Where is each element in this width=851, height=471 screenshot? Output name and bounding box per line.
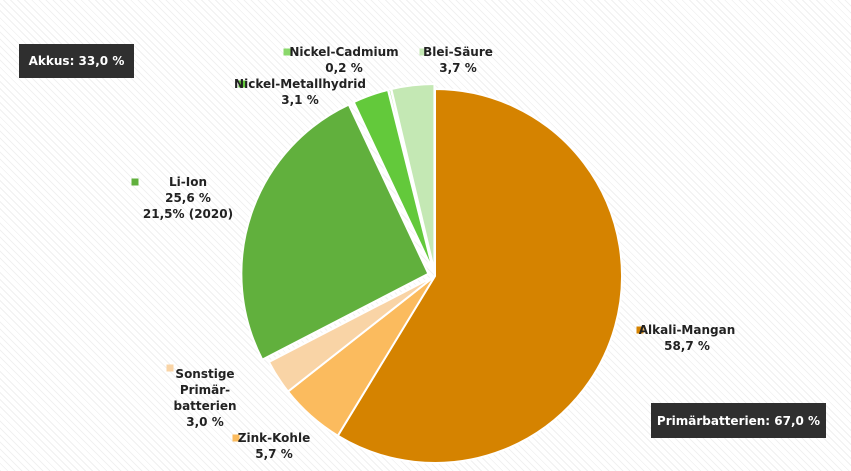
label-li-ion: Li-Ion 25,6 % 21,5% (2020): [131, 175, 233, 221]
label-blei-saure-name: Blei-Säure: [423, 45, 493, 59]
label-alkali-mangan-value: 58,7 %: [664, 339, 710, 353]
legend-marker-sonstige-primarbatterien: [166, 364, 174, 372]
label-sonstige-primarbatterien-name-2: batterien: [173, 399, 236, 413]
group-label-akkus: Akkus: 33,0 %: [19, 44, 134, 78]
label-alkali-mangan-name: Alkali-Mangan: [639, 323, 736, 337]
legend-marker-nickel-cadmium: [283, 48, 291, 56]
slice-blei-saure: [390, 83, 436, 272]
label-blei-saure-value: 3,7 %: [439, 61, 476, 75]
legend-marker-blei-saure: [419, 48, 427, 56]
legend-marker-nickel-metallhydrid: [238, 80, 246, 88]
label-li-ion-value: 25,6 %: [165, 191, 211, 205]
slice-li-ion: [240, 103, 430, 362]
legend-marker-alkali-mangan: [636, 326, 644, 334]
label-sonstige-primarbatterien-value: 3,0 %: [186, 415, 223, 429]
label-li-ion-name: Li-Ion: [169, 175, 207, 189]
label-zink-kohle: Zink-Kohle 5,7 %: [232, 431, 310, 461]
label-nickel-metallhydrid-name: Nickel-Metallhydrid: [234, 77, 366, 91]
label-nickel-metallhydrid-value: 3,1 %: [281, 93, 318, 107]
pie-slices: [240, 83, 623, 464]
label-alkali-mangan: Alkali-Mangan 58,7 %: [636, 323, 736, 353]
label-nickel-cadmium-name: Nickel-Cadmium: [289, 45, 398, 59]
label-li-ion-extra: 21,5% (2020): [143, 207, 233, 221]
label-sonstige-primarbatterien-name-0: Sonstige: [175, 367, 234, 381]
label-sonstige-primarbatterien: Sonstige Primär-batterien 3,0 %: [166, 364, 237, 429]
label-nickel-metallhydrid: Nickel-Metallhydrid 3,1 %: [234, 77, 366, 107]
label-zink-kohle-name: Zink-Kohle: [238, 431, 310, 445]
slice-alkali-mangan: [336, 87, 623, 464]
label-nickel-cadmium: Nickel-Cadmium 0,2 %: [283, 45, 399, 75]
label-sonstige-primarbatterien-name-1: Primär-: [180, 383, 230, 397]
legend-marker-li-ion: [131, 178, 139, 186]
group-label-primaerbatterien: Primärbatterien: 67,0 %: [651, 403, 826, 438]
label-blei-saure: Blei-Säure 3,7 %: [419, 45, 493, 75]
slice-labels: Alkali-Mangan 58,7 % Zink-Kohle 5,7 % Sonsti…: [131, 45, 736, 461]
label-nickel-cadmium-value: 0,2 %: [325, 61, 362, 75]
label-zink-kohle-value: 5,7 %: [255, 447, 292, 461]
legend-marker-zink-kohle: [232, 434, 240, 442]
slice-sonstige-primarbatterien: [267, 275, 436, 393]
